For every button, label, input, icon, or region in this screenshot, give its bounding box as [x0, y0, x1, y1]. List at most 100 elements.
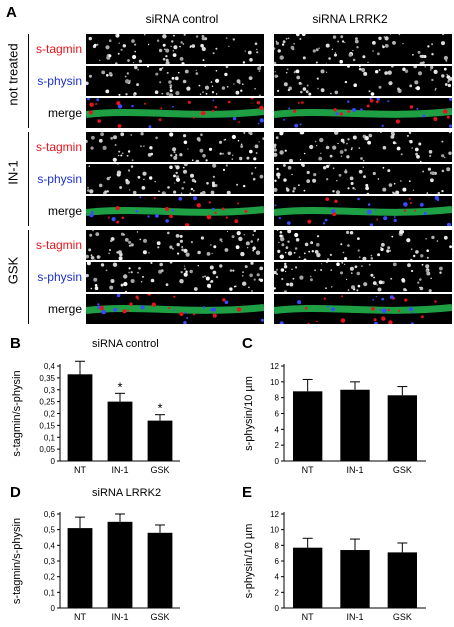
micrograph-s-tagmin-in-1-col2	[274, 132, 452, 162]
y-tick-label: 2	[275, 441, 280, 450]
channel-label-merge-not-treated: merge	[47, 106, 82, 120]
x-tick-label-NT: NT	[302, 612, 314, 622]
y-tick-label: 0	[275, 457, 280, 466]
y-tick-label: 0,25	[39, 398, 55, 407]
y-tick-label: 0,1	[44, 433, 56, 442]
channel-label-merge-gsk: merge	[47, 302, 82, 316]
significance-marker: *	[157, 401, 162, 416]
bar-GSK	[387, 552, 418, 608]
x-tick-label-NT: NT	[74, 465, 86, 475]
bar-GSK	[147, 532, 173, 608]
micrograph-s-physin-not-treated-col2	[274, 66, 452, 96]
y-tick-label: 6	[275, 410, 280, 419]
y-axis-label: s-tagmin/s-physin	[11, 370, 23, 456]
y-tick-label: 4	[275, 573, 280, 582]
channel-label-merge-in-1: merge	[47, 204, 82, 218]
y-axis-label: s-tagmin/s-physin	[11, 518, 23, 604]
group-bracket-in-1	[28, 132, 29, 226]
y-tick-label: 0	[275, 604, 280, 613]
group-bracket-not-treated	[28, 34, 29, 128]
column-header-siRNA-control: siRNA control	[145, 12, 219, 26]
bar-NT	[292, 547, 323, 608]
panel-a-letter: A	[6, 4, 17, 21]
y-tick-label: 6	[275, 557, 280, 566]
micrograph-s-tagmin-not-treated-col1	[86, 34, 264, 64]
y-tick-label: 0,3	[44, 386, 56, 395]
micrograph-merge-in-1-col2	[274, 196, 452, 226]
significance-marker: *	[117, 379, 122, 394]
x-tick-label-IN-1: IN-1	[111, 612, 128, 622]
chart-b-title: siRNA control	[92, 338, 159, 350]
y-axis-label: s-physin/10 µm	[243, 376, 255, 451]
micrograph-merge-gsk-col1	[86, 294, 264, 324]
y-tick-label: 0,2	[44, 573, 56, 582]
chart-d-title: siRNA LRRK2	[92, 487, 162, 499]
micrograph-merge-in-1-col1	[86, 196, 264, 226]
y-tick-label: 0,05	[39, 445, 55, 454]
y-tick-label: 2	[275, 588, 280, 597]
micrograph-s-physin-gsk-col1	[86, 262, 264, 292]
bar-NT	[67, 374, 93, 461]
bar-IN-1	[107, 521, 133, 608]
channel-label-s-tagmin-not-treated: s-tagmin	[35, 42, 82, 56]
y-tick-label: 0,15	[39, 421, 55, 430]
x-tick-label-GSK: GSK	[393, 465, 412, 475]
x-tick-label-IN-1: IN-1	[111, 465, 128, 475]
y-tick-label: 0,4	[44, 362, 56, 371]
y-tick-label: 0	[51, 604, 56, 613]
micrograph-merge-not-treated-col1	[86, 98, 264, 128]
x-tick-label-GSK: GSK	[393, 612, 412, 622]
bar-NT	[67, 528, 93, 608]
x-tick-label-IN-1: IN-1	[346, 465, 363, 475]
y-tick-label: 10	[270, 378, 279, 387]
channel-label-s-tagmin-gsk: s-tagmin	[35, 238, 82, 252]
y-tick-label: 0,1	[44, 588, 56, 597]
panel-d-letter: D	[10, 484, 21, 501]
channel-label-s-physin-gsk: s-physin	[37, 270, 82, 284]
chart-b: s-tagmin/s-physin 0 0,05 0,1 0,15 0,2 0,25 0,3 0…	[11, 360, 180, 475]
y-tick-label: 0,3	[44, 557, 56, 566]
channel-label-s-physin-in-1: s-physin	[37, 172, 82, 186]
bar-IN-1	[107, 401, 133, 461]
x-tick-label-NT: NT	[302, 465, 314, 475]
micrograph-merge-gsk-col2	[274, 294, 452, 324]
micrograph-s-tagmin-gsk-col2	[274, 230, 452, 260]
y-tick-label: 0	[51, 457, 56, 466]
group-bracket-gsk	[28, 230, 29, 324]
chart-d: s-tagmin/s-physin 0 0,1 0,2 0,3 0,4 0,5 0,6 NT IN…	[11, 510, 180, 622]
bar-GSK	[387, 395, 418, 461]
channel-label-s-physin-not-treated: s-physin	[37, 74, 82, 88]
y-axis-label: s-physin/10 µm	[243, 524, 255, 599]
y-tick-label: 0,4	[44, 541, 56, 550]
micrograph-s-tagmin-gsk-col1	[86, 230, 264, 260]
micrograph-s-physin-in-1-col2	[274, 164, 452, 194]
micrograph-s-tagmin-in-1-col1	[86, 132, 264, 162]
bar-IN-1	[340, 389, 370, 461]
chart-c: s-physin/10 µm 0 2 4 6 8 10 12 NT IN-1 GSK	[243, 362, 426, 475]
micrograph-s-physin-not-treated-col1	[86, 66, 264, 96]
panel-c-letter: C	[242, 335, 253, 352]
x-tick-label-IN-1: IN-1	[346, 612, 363, 622]
micrograph-s-tagmin-not-treated-col2	[274, 34, 452, 64]
y-tick-label: 8	[275, 541, 280, 550]
y-tick-label: 8	[275, 394, 280, 403]
bar-IN-1	[340, 550, 370, 608]
y-tick-label: 0,5	[44, 526, 56, 535]
y-tick-label: 0,6	[44, 510, 56, 519]
y-tick-label: 12	[270, 362, 279, 371]
micrograph-merge-not-treated-col2	[274, 98, 452, 128]
column-header-siRNA-LRRK2: siRNA LRRK2	[312, 12, 388, 26]
x-tick-label-NT: NT	[74, 612, 86, 622]
panel-b-letter: B	[10, 335, 21, 352]
micrograph-s-physin-in-1-col1	[86, 164, 264, 194]
panel-e-letter: E	[242, 484, 253, 501]
y-tick-label: 4	[275, 425, 280, 434]
y-tick-label: 0,35	[39, 374, 55, 383]
x-tick-label-GSK: GSK	[150, 465, 169, 475]
x-tick-label-GSK: GSK	[150, 612, 169, 622]
bar-GSK	[147, 420, 173, 461]
chart-e: s-physin/10 µm 0 2 4 6 8 10 12 NT IN-1 GSK	[243, 510, 426, 622]
channel-label-s-tagmin-in-1: s-tagmin	[35, 140, 82, 154]
bar-NT	[292, 391, 323, 461]
y-tick-label: 10	[270, 526, 279, 535]
